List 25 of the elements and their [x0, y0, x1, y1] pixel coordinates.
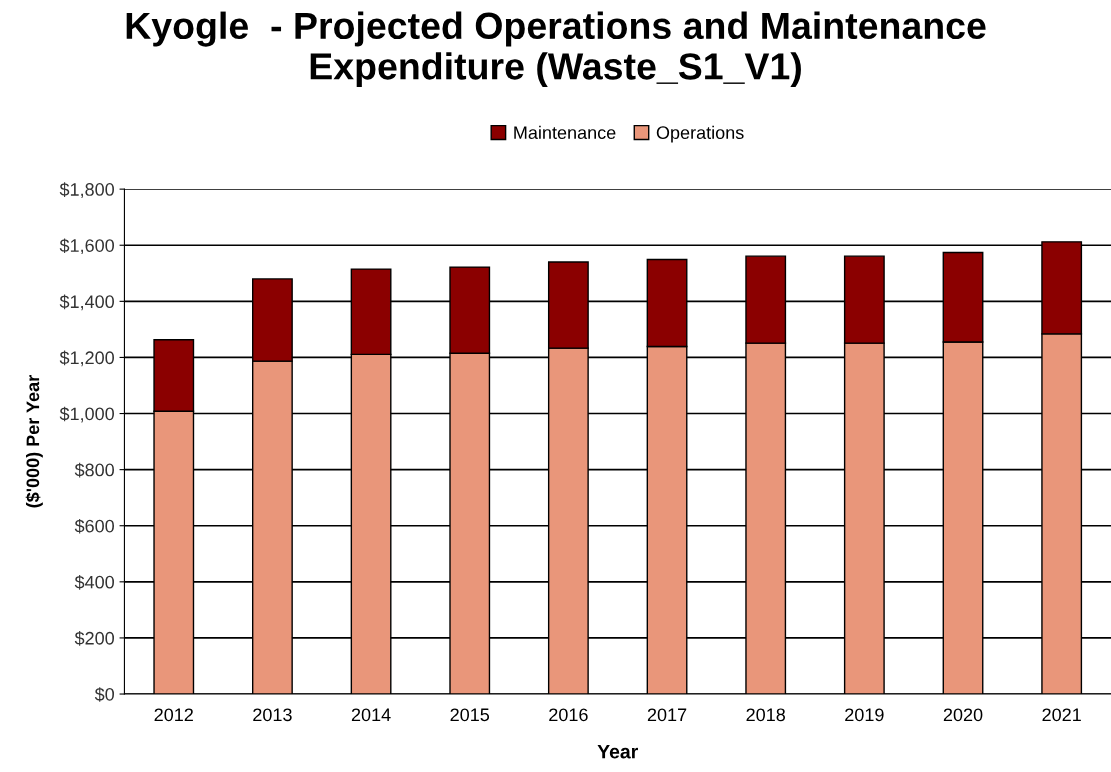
x-tick-label: 2014	[351, 708, 391, 722]
x-tick-label: 2019	[845, 708, 884, 722]
y-tick-label: $1,600	[59, 238, 115, 255]
y-tick-label: $0	[94, 687, 115, 702]
x-tick-label: 2018	[746, 708, 785, 722]
x-tick-label: 2017	[647, 708, 687, 722]
legend-label: Maintenance	[514, 125, 616, 140]
y-tick-label: $800	[74, 462, 115, 478]
y-tick-label: $1,800	[59, 182, 115, 198]
chart-title: Kyogle - Projected Operations and Maintenance Expenditure (Waste_S1_V1)	[126, 11, 986, 88]
x-axis-title: Year	[597, 744, 638, 759]
y-axis-title: ($'000) Per Year	[25, 375, 43, 508]
y-tick-label: $200	[74, 631, 115, 646]
x-tick-label: 2012	[154, 708, 193, 722]
x-tick-label: 2015	[450, 708, 490, 722]
x-tick-label: 2016	[549, 708, 588, 722]
y-tick-label: $600	[74, 518, 115, 534]
legend-label: Operations	[656, 125, 744, 143]
y-tick-label: $1,200	[59, 350, 115, 367]
x-tick-label: 2020	[943, 708, 983, 722]
x-tick-label: 2013	[253, 708, 292, 722]
y-tick-label: $1,400	[59, 294, 115, 311]
y-tick-label: $400	[74, 575, 115, 590]
x-tick-label: 2021	[1042, 708, 1081, 722]
y-tick-label: $1,000	[59, 406, 115, 423]
